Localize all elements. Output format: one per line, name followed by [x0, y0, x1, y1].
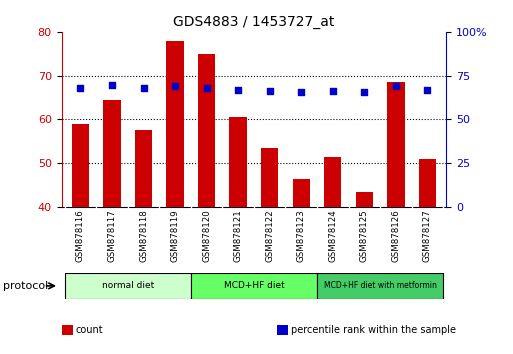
Text: GSM878125: GSM878125: [360, 209, 369, 262]
Point: [423, 87, 431, 92]
Text: count: count: [76, 325, 104, 335]
Text: GSM878120: GSM878120: [202, 209, 211, 262]
Bar: [387, 82, 405, 207]
Text: GSM878119: GSM878119: [171, 209, 180, 262]
Bar: [419, 159, 436, 207]
Text: percentile rank within the sample: percentile rank within the sample: [291, 325, 457, 335]
Point: [203, 85, 211, 91]
Bar: [103, 100, 121, 207]
Bar: [261, 148, 279, 207]
Point: [140, 85, 148, 91]
FancyBboxPatch shape: [65, 273, 191, 299]
Bar: [135, 130, 152, 207]
Bar: [198, 54, 215, 207]
Text: GSM878121: GSM878121: [233, 209, 243, 262]
Point: [360, 90, 368, 95]
Text: GSM878123: GSM878123: [297, 209, 306, 262]
Bar: [166, 41, 184, 207]
Text: normal diet: normal diet: [102, 281, 154, 290]
Point: [329, 88, 337, 94]
Text: GSM878124: GSM878124: [328, 209, 337, 262]
Point: [76, 85, 85, 91]
Text: GSM878117: GSM878117: [108, 209, 116, 262]
Point: [171, 83, 179, 89]
Text: GSM878122: GSM878122: [265, 209, 274, 262]
Text: MCD+HF diet: MCD+HF diet: [224, 281, 284, 290]
Point: [266, 88, 274, 94]
Text: MCD+HF diet with metformin: MCD+HF diet with metformin: [324, 281, 437, 290]
FancyBboxPatch shape: [191, 273, 317, 299]
Bar: [324, 157, 342, 207]
Text: GSM878126: GSM878126: [391, 209, 400, 262]
Bar: [292, 179, 310, 207]
Text: protocol: protocol: [3, 281, 48, 291]
FancyBboxPatch shape: [317, 273, 443, 299]
Bar: [72, 124, 89, 207]
Title: GDS4883 / 1453727_at: GDS4883 / 1453727_at: [173, 16, 334, 29]
Point: [234, 87, 242, 92]
Point: [392, 83, 400, 89]
Text: GSM878127: GSM878127: [423, 209, 432, 262]
Point: [108, 82, 116, 88]
Text: GSM878116: GSM878116: [76, 209, 85, 262]
Text: GSM878118: GSM878118: [139, 209, 148, 262]
Bar: [356, 192, 373, 207]
Point: [297, 90, 305, 95]
Bar: [229, 117, 247, 207]
